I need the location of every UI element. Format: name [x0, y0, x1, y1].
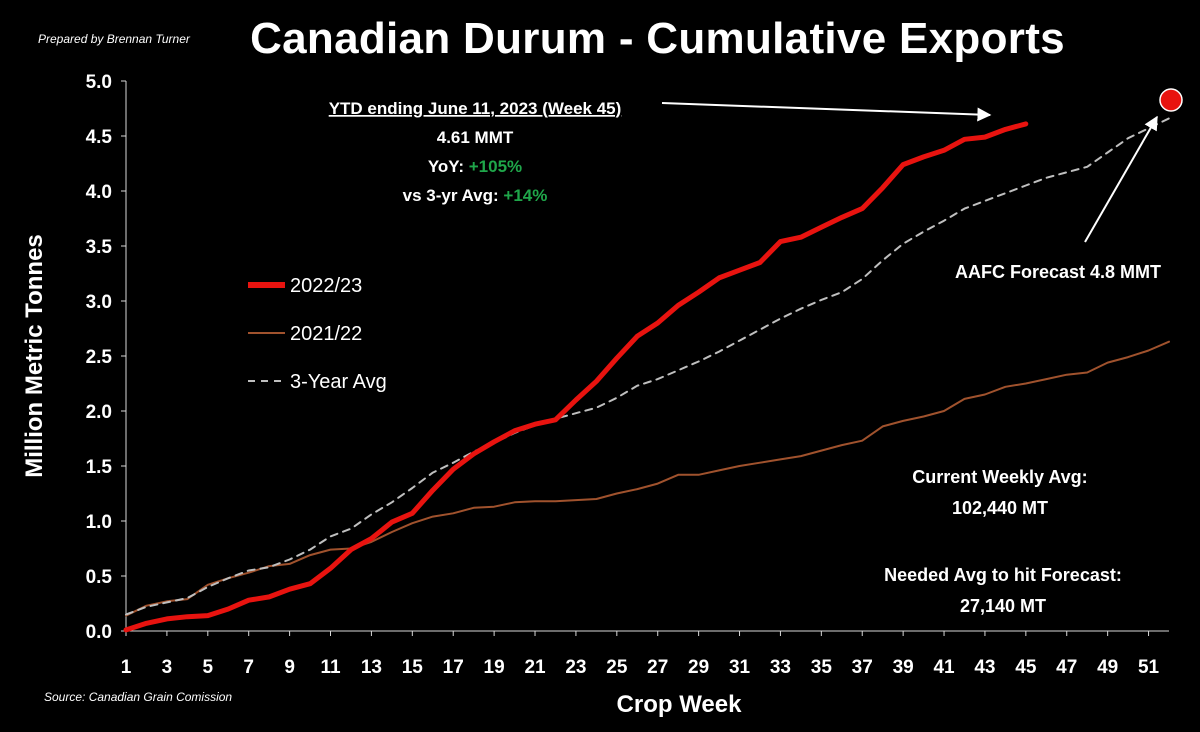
- x-tick-label: 1: [121, 657, 132, 678]
- series-2021-22-line: [125, 340, 1170, 617]
- axes: 0.00.51.01.52.02.53.03.54.04.55.01 3 5 7 9 11…: [86, 72, 1169, 678]
- y-tick-label: 0.0: [86, 622, 112, 643]
- y-tick-label: 2.0: [86, 402, 112, 423]
- needed-avg-label: Needed Avg to hit Forecast:: [884, 565, 1122, 585]
- series-3yr-avg-line: [125, 117, 1170, 616]
- x-tick-label: 3: [162, 657, 173, 678]
- y-tick-label: 3.0: [86, 292, 112, 313]
- series-layer: [123, 88, 1183, 633]
- x-tick-label: 45: [1015, 657, 1037, 678]
- forecast-annotation: AAFC Forecast 4.8 MMT: [955, 115, 1161, 282]
- x-tick-label: 15: [402, 657, 424, 678]
- chart-title: Canadian Durum - Cumulative Exports: [250, 14, 1065, 63]
- x-tick-label: 49: [1097, 657, 1118, 678]
- ytd-arrow: [661, 102, 992, 122]
- ytd-total: 4.61 MMT: [437, 128, 514, 147]
- x-tick-label: 41: [933, 657, 955, 678]
- x-tick-label: 21: [524, 657, 546, 678]
- x-tick-label: 25: [606, 657, 628, 678]
- x-tick-label: 11: [320, 657, 341, 678]
- x-tick-label: 17: [443, 657, 464, 678]
- y-tick-label: 1.0: [86, 512, 112, 533]
- y-tick-label: 2.5: [86, 347, 113, 368]
- weekly-avg-value: 102,440 MT: [952, 498, 1048, 518]
- y-axis-title: Million Metric Tonnes: [21, 234, 48, 478]
- y-tick-label: 0.5: [86, 567, 113, 588]
- x-tick-label: 43: [974, 657, 995, 678]
- forecast-arrow: [1084, 115, 1158, 243]
- ytd-vs-avg: vs 3-yr Avg: +14%: [403, 186, 548, 205]
- y-tick-label: 5.0: [86, 72, 112, 93]
- x-tick-label: 35: [811, 657, 833, 678]
- y-tick-label: 3.5: [86, 237, 113, 258]
- needed-avg-value: 27,140 MT: [960, 596, 1046, 616]
- legend-label-2021-22: 2021/22: [290, 323, 362, 345]
- x-tick-label: 31: [729, 657, 751, 678]
- x-tick-label: 47: [1056, 657, 1077, 678]
- ytd-heading: YTD ending June 11, 2023 (Week 45): [329, 99, 622, 118]
- x-tick-label: 27: [647, 657, 668, 678]
- ytd-annotation: YTD ending June 11, 2023 (Week 45) 4.61 …: [329, 99, 992, 205]
- forecast-label: AAFC Forecast 4.8 MMT: [955, 262, 1161, 282]
- legend-label-3yr-avg: 3-Year Avg: [290, 371, 387, 393]
- x-tick-label: 37: [852, 657, 873, 678]
- avg-value: +14%: [503, 186, 547, 205]
- x-axis-title: Crop Week: [617, 691, 743, 718]
- x-tick-label: 9: [284, 657, 295, 678]
- x-tick-label: 19: [484, 657, 505, 678]
- ytd-yoy: YoY: +105%: [428, 157, 522, 176]
- x-tick-label: 51: [1138, 657, 1160, 678]
- yoy-value: +105%: [469, 157, 522, 176]
- y-tick-label: 1.5: [86, 457, 113, 478]
- y-tick-label: 4.0: [86, 182, 112, 203]
- y-tick-label: 4.5: [86, 127, 113, 148]
- prepared-by-credit: Prepared by Brennan Turner: [38, 32, 190, 46]
- legend-label-2022-23: 2022/23: [290, 275, 362, 297]
- x-tick-label: 33: [770, 657, 791, 678]
- source-credit: Source: Canadian Grain Comission: [44, 690, 233, 704]
- series-2022-23-line: [123, 121, 1029, 633]
- x-tick-label: 5: [203, 657, 214, 678]
- forecast-marker: [1159, 88, 1183, 112]
- x-tick-label: 29: [688, 657, 709, 678]
- weekly-avg-label: Current Weekly Avg:: [912, 467, 1087, 487]
- x-tick-label: 23: [565, 657, 586, 678]
- yoy-label: YoY:: [428, 157, 469, 176]
- x-tick-label: 7: [243, 657, 254, 678]
- legend: 2022/23 2021/22 3-Year Avg: [248, 275, 387, 393]
- x-tick-label: 39: [893, 657, 914, 678]
- x-tick-label: 13: [361, 657, 382, 678]
- avg-label: vs 3-yr Avg:: [403, 186, 504, 205]
